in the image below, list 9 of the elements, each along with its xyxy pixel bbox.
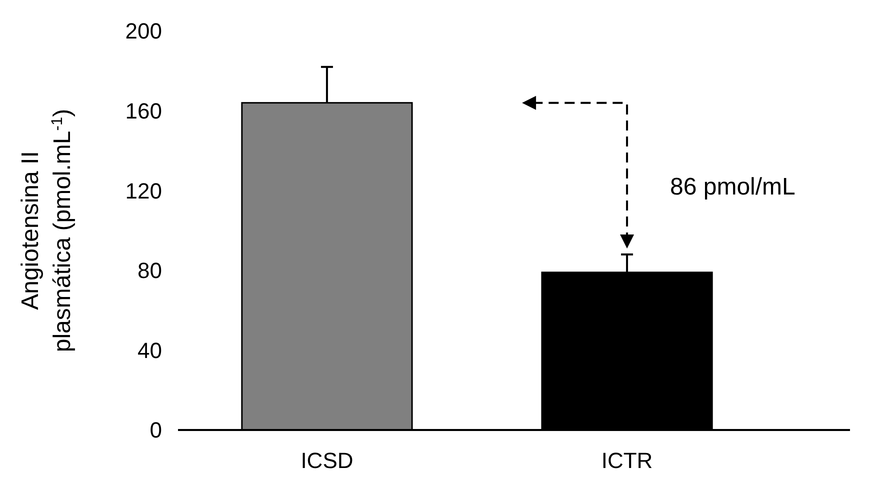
y-tick-label: 160 — [125, 98, 162, 124]
y-tick-label: 200 — [125, 18, 162, 44]
y-tick-label: 80 — [138, 258, 162, 284]
x-tick-label: ICSD — [300, 448, 354, 473]
y-tick-label: 120 — [125, 178, 162, 204]
x-tick-label: ICTR — [601, 448, 653, 473]
y-tick-label: 40 — [138, 338, 162, 363]
y-tick-label: 0 — [150, 418, 162, 443]
annotation: 86 pmol/mL — [670, 174, 796, 201]
